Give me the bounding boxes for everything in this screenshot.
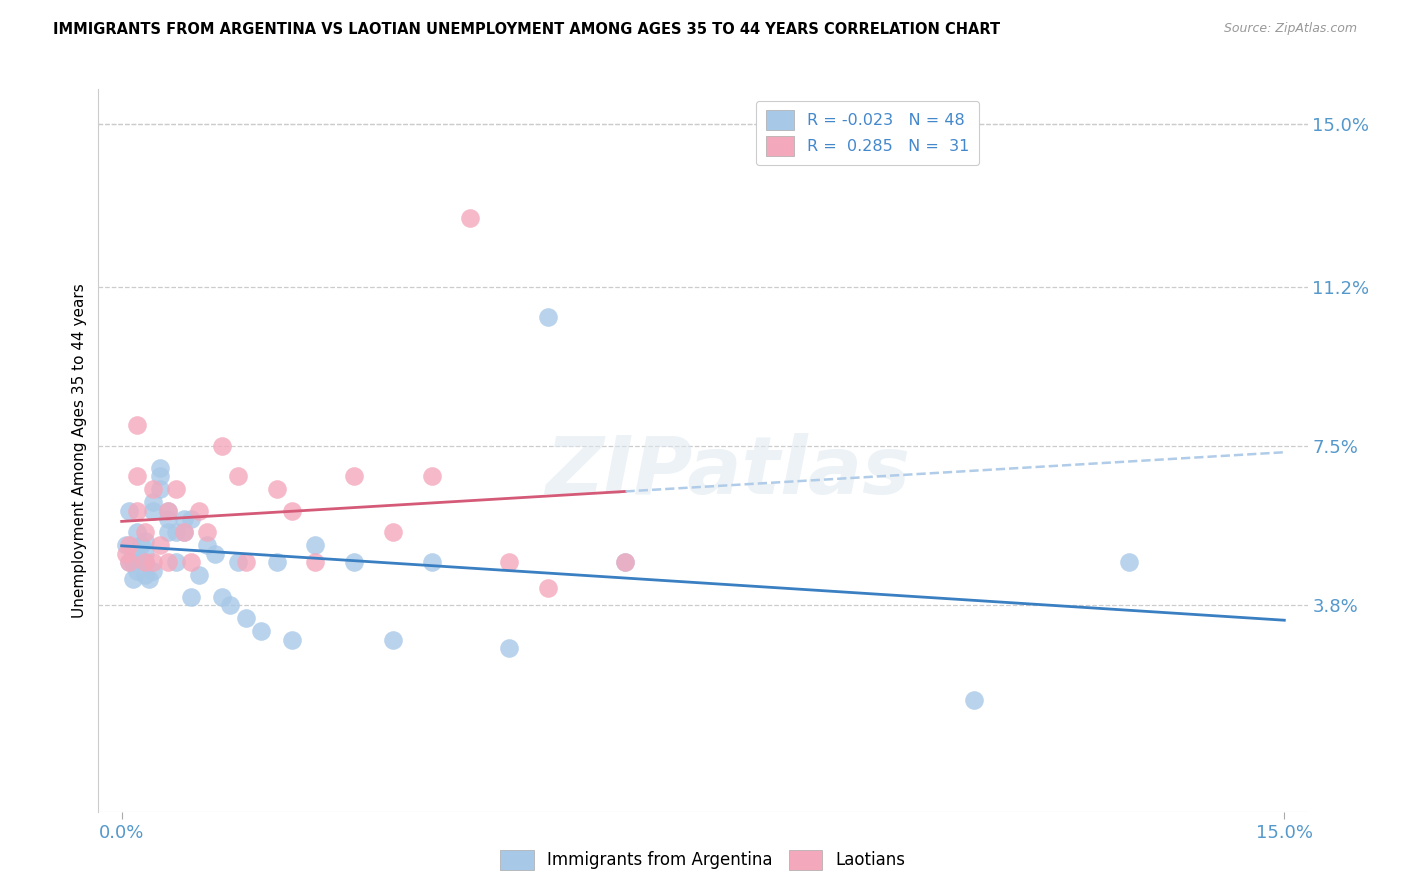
Point — [381, 525, 404, 540]
Point — [149, 460, 172, 475]
Legend: R = -0.023   N = 48, R =  0.285   N =  31: R = -0.023 N = 48, R = 0.285 N = 31 — [756, 101, 979, 165]
Point — [211, 590, 233, 604]
Point — [188, 568, 211, 582]
Point — [304, 555, 326, 569]
Point — [537, 581, 560, 595]
Point — [129, 538, 152, 552]
Point — [281, 632, 304, 647]
Point — [188, 503, 211, 517]
Point — [195, 538, 218, 552]
Point — [219, 599, 242, 613]
Point — [180, 512, 202, 526]
Point — [180, 590, 202, 604]
Point — [118, 503, 141, 517]
Point — [114, 538, 136, 552]
Point — [180, 555, 202, 569]
Point — [127, 525, 149, 540]
Point — [250, 624, 273, 639]
Point — [134, 525, 156, 540]
Point — [134, 555, 156, 569]
Point — [142, 564, 165, 578]
Point — [118, 538, 141, 552]
Point — [614, 555, 637, 569]
Point — [537, 310, 560, 325]
Point — [142, 503, 165, 517]
Point — [157, 512, 180, 526]
Text: Source: ZipAtlas.com: Source: ZipAtlas.com — [1223, 22, 1357, 36]
Point — [498, 555, 520, 569]
Point — [266, 555, 288, 569]
Point — [142, 495, 165, 509]
Point — [134, 547, 156, 561]
Point — [134, 555, 156, 569]
Point — [381, 632, 404, 647]
Point — [195, 525, 218, 540]
Point — [138, 573, 160, 587]
Point — [498, 641, 520, 656]
Point — [149, 469, 172, 483]
Point — [149, 538, 172, 552]
Point — [1118, 555, 1140, 569]
Point — [142, 555, 165, 569]
Point — [127, 547, 149, 561]
Point — [118, 555, 141, 569]
Point — [165, 482, 187, 496]
Point — [304, 538, 326, 552]
Point — [157, 503, 180, 517]
Point — [204, 547, 226, 561]
Point — [226, 555, 249, 569]
Text: IMMIGRANTS FROM ARGENTINA VS LAOTIAN UNEMPLOYMENT AMONG AGES 35 TO 44 YEARS CORR: IMMIGRANTS FROM ARGENTINA VS LAOTIAN UNE… — [53, 22, 1001, 37]
Y-axis label: Unemployment Among Ages 35 to 44 years: Unemployment Among Ages 35 to 44 years — [72, 283, 87, 618]
Text: ZIPatlas: ZIPatlas — [544, 434, 910, 511]
Point — [226, 469, 249, 483]
Point — [165, 555, 187, 569]
Point — [134, 568, 156, 582]
Point — [127, 503, 149, 517]
Point — [157, 555, 180, 569]
Point — [157, 525, 180, 540]
Point — [127, 469, 149, 483]
Point — [211, 439, 233, 453]
Point — [157, 503, 180, 517]
Point — [343, 469, 366, 483]
Point — [343, 555, 366, 569]
Point — [614, 555, 637, 569]
Point — [149, 482, 172, 496]
Point — [127, 417, 149, 432]
Point — [460, 211, 482, 226]
Point — [235, 555, 257, 569]
Point — [173, 525, 195, 540]
Point — [114, 547, 136, 561]
Point — [420, 469, 443, 483]
Point — [235, 611, 257, 625]
Point — [266, 482, 288, 496]
Point — [134, 533, 156, 548]
Point — [281, 503, 304, 517]
Point — [420, 555, 443, 569]
Point — [118, 555, 141, 569]
Point — [963, 693, 986, 707]
Legend: Immigrants from Argentina, Laotians: Immigrants from Argentina, Laotians — [494, 843, 912, 877]
Point — [165, 525, 187, 540]
Point — [173, 525, 195, 540]
Point — [127, 564, 149, 578]
Point — [122, 573, 145, 587]
Point — [142, 482, 165, 496]
Point — [122, 555, 145, 569]
Point — [173, 512, 195, 526]
